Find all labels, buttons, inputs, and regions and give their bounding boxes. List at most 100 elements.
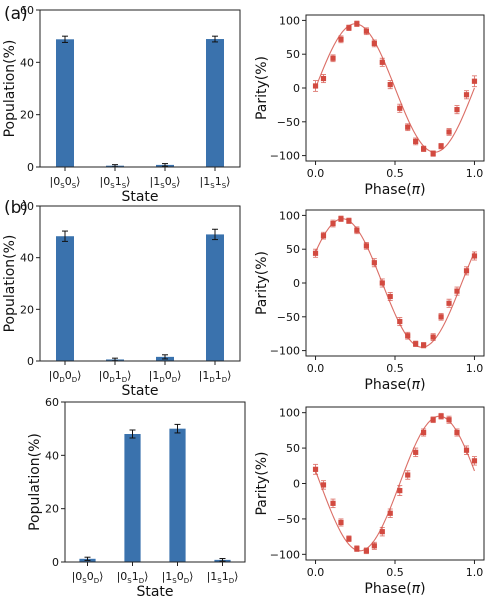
data-point [413, 138, 419, 144]
x-axis-label: State [121, 189, 158, 205]
panel-label-a: (a) [4, 4, 28, 24]
y-axis-label: Parity(%) [254, 56, 270, 120]
data-point [438, 143, 444, 149]
data-point [463, 447, 470, 453]
y-tick-label: 40 [45, 449, 59, 462]
x-tick-label: |1S0S⟩ [150, 175, 181, 190]
y-tick-label: 40 [20, 252, 34, 265]
y-tick-label: 100 [279, 407, 300, 420]
population-chart-1: |0D0D⟩ |0D1D⟩ |1D0D⟩ |1D1D⟩ 0 20 40 60 State Popu… [2, 200, 241, 399]
bar [206, 234, 224, 361]
data-point [330, 500, 336, 506]
y-tick-label: 60 [20, 4, 34, 17]
y-tick-label: −50 [277, 513, 300, 526]
x-tick-label: 0.5 [386, 566, 404, 579]
data-point [413, 341, 419, 347]
data-point [430, 417, 436, 423]
data-point [397, 318, 403, 325]
x-tick-label: 1.0 [466, 566, 484, 579]
x-tick-label: 0.0 [307, 566, 325, 579]
data-point [387, 293, 393, 300]
fit-curve [315, 218, 475, 348]
x-tick-label: |0S1S⟩ [100, 175, 131, 190]
x-tick-label: 0.5 [386, 362, 404, 375]
x-tick-label: |0D1D⟩ [99, 369, 132, 384]
x-tick-label: |1D0D⟩ [149, 369, 182, 384]
x-tick-label: |0S0D⟩ [72, 570, 104, 585]
parity-chart-0: 0.0 0.5 1.0 100 50 0 −50 −100 Phase(π) Parity(%) [254, 14, 485, 198]
data-point [379, 529, 385, 535]
data-point [379, 59, 385, 65]
data-point [421, 429, 427, 436]
x-tick-label: 0.0 [307, 362, 325, 375]
population-chart-0: |0S0S⟩ |0S1S⟩ |1S0S⟩ |1S1S⟩ 0 20 40 60 State Popu… [2, 4, 241, 205]
error-bar [162, 354, 168, 360]
y-axis-label: Population(%) [2, 235, 18, 333]
error-bar [129, 429, 136, 439]
x-tick-label: 0.0 [307, 167, 325, 180]
y-tick-label: −100 [270, 150, 300, 163]
bar [124, 434, 141, 562]
error-bar [219, 558, 226, 562]
fit-curve [315, 23, 475, 153]
data-point [387, 82, 393, 88]
parity-chart-2: 0.0 0.5 1.0 100 50 0 −50 −100 Phase(π) Parity(%) [254, 406, 485, 597]
y-axis-label: Parity(%) [254, 451, 270, 515]
y-tick-label: 0 [52, 556, 59, 569]
y-tick-label: 50 [286, 442, 300, 455]
data-point [338, 519, 344, 526]
data-point [320, 482, 327, 488]
data-point [338, 216, 344, 222]
x-tick-label: |0D0D⟩ [49, 369, 82, 384]
data-point [446, 417, 452, 423]
x-tick-label: |0S1D⟩ [117, 570, 149, 585]
y-tick-label: 0 [293, 82, 300, 95]
data-point [330, 55, 336, 61]
data-point [397, 487, 403, 494]
y-tick-label: 0 [293, 478, 300, 491]
data-point [463, 268, 470, 274]
y-tick-label: 50 [286, 48, 300, 61]
data-point [338, 36, 344, 42]
x-axis-label: Phase(π) [364, 581, 425, 597]
y-axis-label: Population(%) [2, 40, 18, 138]
data-point [405, 472, 411, 478]
error-bar [174, 423, 181, 434]
bar [206, 39, 224, 167]
x-tick-label: |1S0D⟩ [162, 570, 194, 585]
data-point [354, 227, 360, 233]
data-point [405, 124, 411, 130]
x-tick-label: 1.0 [466, 362, 484, 375]
data-point [421, 342, 427, 348]
data-point [363, 28, 369, 34]
error-bar [62, 230, 68, 242]
y-tick-label: −50 [277, 116, 300, 129]
error-bar [62, 35, 68, 43]
y-axis-label: Parity(%) [254, 251, 270, 315]
y-tick-label: 60 [45, 396, 59, 409]
data-point [346, 25, 352, 31]
data-point [346, 536, 352, 542]
x-tick-label: 1.0 [466, 167, 484, 180]
y-tick-label: 100 [279, 209, 300, 222]
y-tick-label: −50 [277, 311, 300, 324]
y-tick-label: 40 [20, 56, 34, 69]
x-axis-label: State [121, 383, 158, 399]
y-tick-label: 20 [20, 303, 34, 316]
x-tick-label: |1S1S⟩ [200, 175, 231, 190]
data-point [312, 250, 319, 256]
plot-frame [64, 401, 246, 563]
data-point [312, 83, 319, 89]
data-point [379, 280, 385, 286]
data-point [371, 543, 377, 549]
y-tick-label: 0 [27, 161, 34, 174]
x-axis-label: State [136, 584, 173, 600]
data-point [405, 333, 411, 339]
data-point [363, 548, 369, 554]
data-point [330, 220, 336, 227]
error-bar [162, 163, 168, 167]
data-point [438, 314, 444, 320]
error-bar [84, 556, 91, 561]
data-point [430, 334, 436, 340]
panel-label-b: (b) [4, 198, 29, 218]
